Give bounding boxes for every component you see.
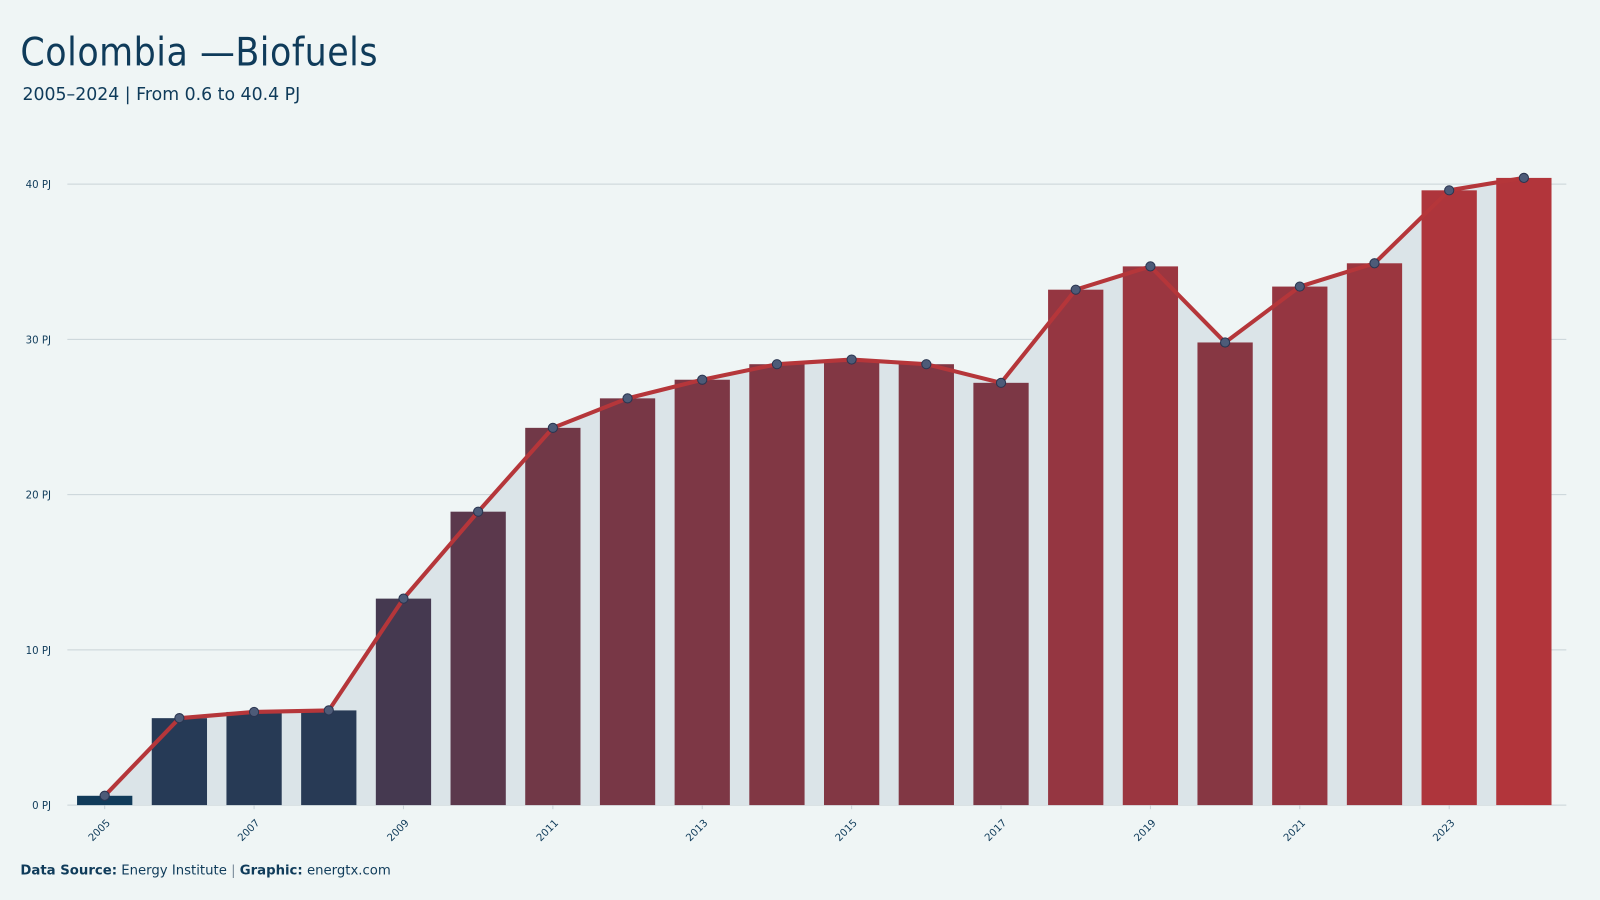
bar: [1272, 286, 1328, 806]
bar: [749, 364, 805, 806]
x-tick-label: 2023: [1431, 818, 1457, 844]
bar: [674, 379, 730, 806]
marker: [622, 393, 633, 404]
footer-source-label: Data Source:: [20, 863, 117, 878]
marker: [1070, 284, 1081, 295]
bar: [1421, 190, 1477, 806]
bar: [226, 711, 282, 806]
bar: [898, 364, 954, 806]
bar: [599, 398, 656, 806]
bar: [301, 710, 357, 806]
bar: [1496, 177, 1552, 806]
footer-separator: |: [231, 863, 235, 878]
x-tick-label: 2019: [1133, 818, 1159, 844]
marker: [771, 359, 783, 370]
marker: [248, 706, 260, 718]
marker: [1219, 337, 1231, 348]
marker: [1518, 172, 1529, 184]
marker: [995, 377, 1007, 388]
chart-title: Colombia —Biofuels: [20, 30, 377, 75]
bar: [1048, 289, 1104, 806]
marker: [398, 593, 409, 604]
chart-subtitle: 2005–2024 | From 0.6 to 40.4 PJ: [22, 85, 300, 105]
footer-graphic-label: Graphic:: [240, 863, 303, 878]
x-tick-label: 2017: [983, 818, 1009, 844]
bar: [151, 718, 208, 806]
marker: [547, 422, 558, 433]
y-tick-label: 0 PJ: [32, 801, 51, 812]
bar: [823, 359, 880, 806]
bar: [973, 382, 1029, 806]
marker: [473, 506, 484, 517]
marker: [1369, 258, 1380, 269]
bar: [375, 598, 432, 806]
marker: [323, 705, 334, 716]
marker: [1294, 281, 1305, 292]
footer: Data Source: Energy Institute | Graphic:…: [20, 863, 390, 878]
x-tick-label: 2015: [834, 818, 860, 844]
y-tick-label: 10 PJ: [26, 646, 51, 657]
footer-graphic: energtx.com: [307, 863, 391, 878]
y-tick-label: 30 PJ: [26, 335, 51, 346]
bar: [1197, 342, 1253, 806]
x-tick-label: 2013: [684, 818, 710, 844]
x-tick-label: 2007: [236, 818, 262, 844]
x-tick-label: 2011: [535, 818, 561, 844]
bar: [1122, 266, 1179, 806]
marker: [921, 359, 932, 370]
marker: [174, 713, 185, 724]
x-tick-label: 2021: [1282, 818, 1308, 844]
x-tick-label: 2005: [87, 818, 113, 844]
y-tick-label: 40 PJ: [26, 180, 51, 191]
footer-source: Energy Institute: [121, 863, 227, 878]
line: [103, 175, 1525, 798]
marker: [846, 354, 857, 365]
x-tick-label: 2009: [386, 818, 412, 844]
marker: [1145, 261, 1156, 272]
bar: [450, 511, 506, 806]
marker: [697, 374, 708, 385]
bar: [1346, 263, 1403, 806]
bar: [525, 427, 581, 806]
y-tick-label: 20 PJ: [26, 491, 51, 502]
marker: [1444, 185, 1455, 196]
marker: [99, 790, 110, 801]
